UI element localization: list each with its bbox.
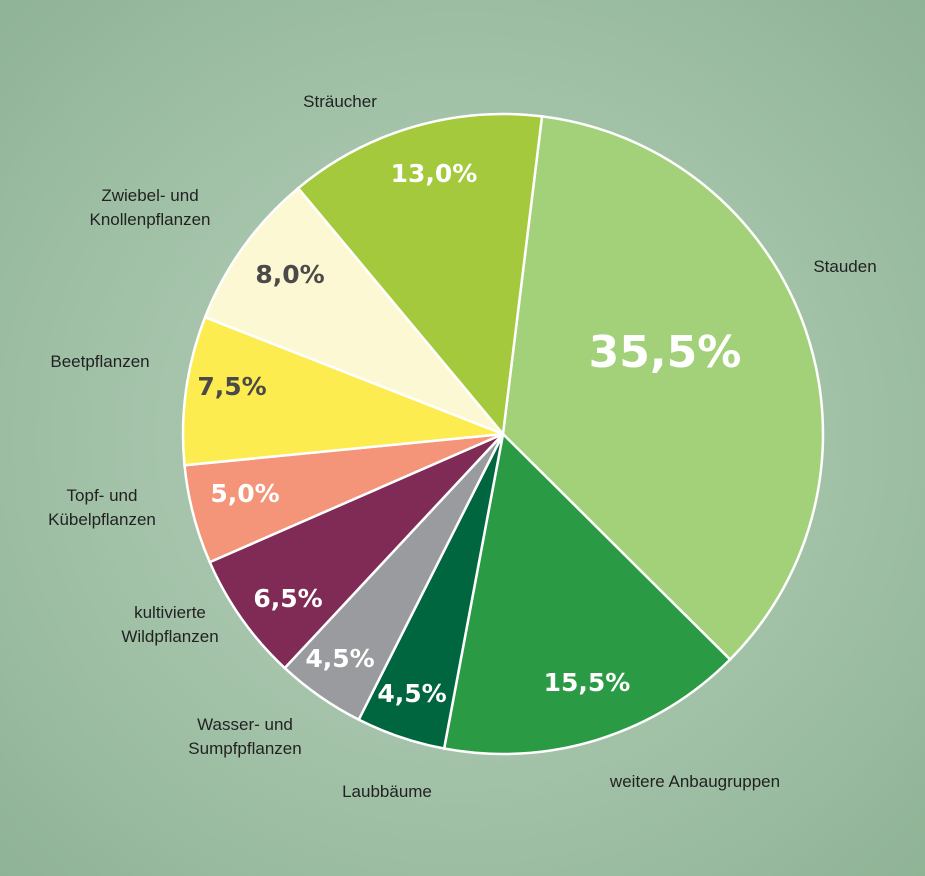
- value-label: 4,5%: [305, 644, 374, 673]
- category-label: Beetpflanzen: [50, 352, 150, 371]
- pie-slice: [208, 432, 504, 670]
- value-label: 8,0%: [255, 260, 324, 289]
- category-label: Sträucher: [303, 92, 377, 111]
- pie-slice: [296, 112, 544, 438]
- value-label: 7,5%: [197, 372, 266, 401]
- pie-slice: [181, 315, 504, 467]
- value-label: 13,0%: [391, 159, 478, 188]
- category-label: Laubbäume: [342, 782, 432, 801]
- pie-slice: [501, 114, 825, 662]
- pie-slice: [442, 431, 732, 756]
- value-label: 15,5%: [544, 668, 631, 697]
- value-label: 5,0%: [210, 479, 279, 508]
- category-label: kultivierte Wildpflanzen: [121, 603, 219, 646]
- category-label: weitere Anbaugruppen: [609, 772, 781, 791]
- category-label: Topf- und Kübelpflanzen: [48, 486, 156, 529]
- value-label: 35,5%: [589, 327, 742, 378]
- category-label: Zwiebel- und Knollenpflanzen: [89, 186, 211, 229]
- pie-slice: [203, 186, 504, 436]
- category-label: Wasser- und Sumpfpflanzen: [188, 715, 302, 758]
- value-label: 6,5%: [253, 584, 322, 613]
- value-label: 4,5%: [377, 679, 446, 708]
- category-label: Stauden: [813, 257, 877, 276]
